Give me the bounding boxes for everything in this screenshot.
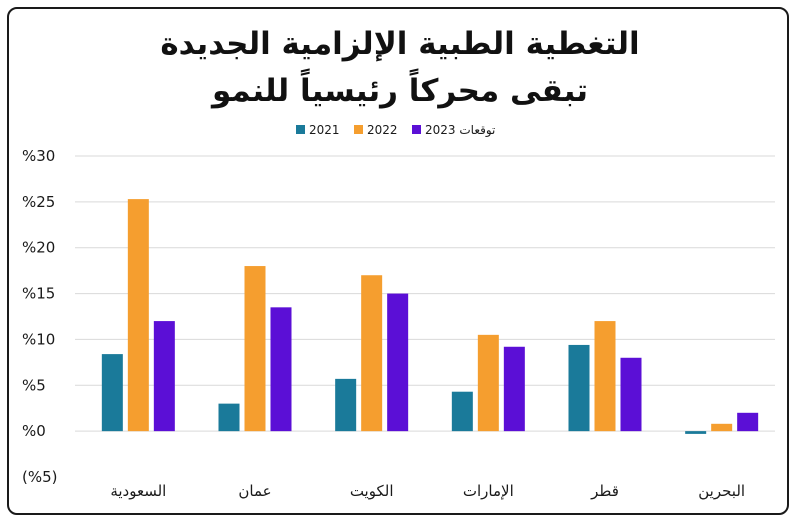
y-tick-label: %10 [22,330,55,348]
legend-label: 2021 [309,123,340,137]
x-category-label: الكويت [350,482,394,500]
y-tick-label: %25 [22,193,55,211]
legend-swatch [354,125,363,134]
bar-2021-2 [335,378,357,432]
bars [101,199,759,434]
legend-label: 2022 [367,123,398,137]
bar-2022-4 [594,321,616,432]
bar-2021-4 [568,344,590,432]
legend-label: توقعات 2023 [425,123,495,138]
bar-2022-5 [711,423,733,432]
x-category-label: عمان [238,482,271,500]
y-tick-label: %0 [22,422,46,440]
y-tick-label: %30 [22,147,55,165]
legend: 2021 2022 توقعات 2023 [296,123,495,138]
bar-2022-2 [361,275,383,432]
bar-توقعات-2023-5 [737,412,759,432]
y-tick-label: %5 [22,376,46,394]
y-tick-label: %20 [22,239,55,257]
bar-2021-0 [101,354,123,432]
x-category-label: الإمارات [463,482,514,500]
x-category-label: البحرين [698,482,745,500]
x-axis-categories: السعودية عمان الكويت الإمارات قطر البحرين [110,482,745,500]
bar-2021-5 [685,431,707,434]
x-category-label: السعودية [110,482,166,500]
bar-توقعات-2023-1 [270,307,292,432]
bar-2021-1 [218,403,240,432]
y-tick-label: %15 [22,285,55,303]
x-category-label: قطر [590,482,619,500]
bar-2022-1 [244,266,266,432]
chart-title-line-2: تبقى محركاً رئيسياً للنمو [212,73,588,109]
chart-frame [7,7,789,515]
bar-2021-3 [451,391,473,432]
y-tick-label: (%5) [22,468,58,486]
bar-2022-3 [477,334,499,432]
bar-توقعات-2023-4 [620,357,642,432]
gridlines [75,155,775,432]
bar-2022-0 [127,199,149,432]
legend-swatch [296,125,305,134]
bar-توقعات-2023-0 [153,321,175,432]
y-axis-ticks: %30 %25 %20 %15 %10 %5 %0 (%5) [22,147,58,486]
legend-swatch [412,125,421,134]
bar-توقعات-2023-3 [503,346,525,432]
bar-توقعات-2023-2 [387,293,409,432]
chart-title-line-1: التغطية الطبية الإلزامية الجديدة [160,26,640,62]
